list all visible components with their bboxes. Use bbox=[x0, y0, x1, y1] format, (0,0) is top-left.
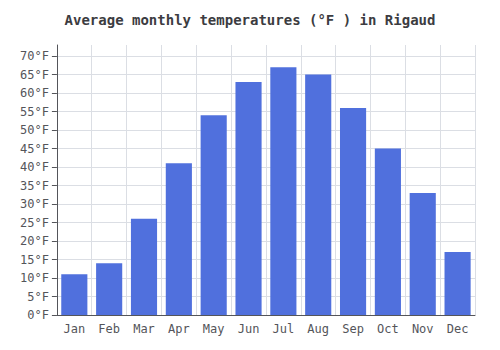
svg-text:35°F: 35°F bbox=[20, 179, 49, 193]
svg-text:15°F: 15°F bbox=[20, 253, 49, 267]
svg-text:Jan: Jan bbox=[63, 322, 85, 336]
svg-text:Apr: Apr bbox=[168, 322, 190, 336]
svg-text:Jul: Jul bbox=[273, 322, 295, 336]
svg-text:Feb: Feb bbox=[98, 322, 120, 336]
svg-text:50°F: 50°F bbox=[20, 123, 49, 137]
svg-text:Aug: Aug bbox=[307, 322, 329, 336]
svg-text:5°F: 5°F bbox=[27, 290, 49, 304]
svg-text:60°F: 60°F bbox=[20, 86, 49, 100]
svg-text:65°F: 65°F bbox=[20, 68, 49, 82]
svg-text:70°F: 70°F bbox=[20, 49, 49, 63]
svg-text:Dec: Dec bbox=[447, 322, 469, 336]
svg-text:Nov: Nov bbox=[412, 322, 434, 336]
svg-text:Average monthly temperatures (: Average monthly temperatures (°F ) in Ri… bbox=[65, 12, 436, 28]
svg-text:10°F: 10°F bbox=[20, 271, 49, 285]
svg-text:40°F: 40°F bbox=[20, 160, 49, 174]
svg-text:30°F: 30°F bbox=[20, 197, 49, 211]
svg-text:May: May bbox=[203, 322, 225, 336]
svg-text:Oct: Oct bbox=[377, 322, 399, 336]
svg-text:Sep: Sep bbox=[342, 322, 364, 336]
svg-text:25°F: 25°F bbox=[20, 216, 49, 230]
svg-text:20°F: 20°F bbox=[20, 234, 49, 248]
svg-text:0°F: 0°F bbox=[27, 308, 49, 322]
svg-text:45°F: 45°F bbox=[20, 142, 49, 156]
svg-text:Mar: Mar bbox=[133, 322, 155, 336]
svg-text:55°F: 55°F bbox=[20, 105, 49, 119]
svg-text:Jun: Jun bbox=[238, 322, 260, 336]
